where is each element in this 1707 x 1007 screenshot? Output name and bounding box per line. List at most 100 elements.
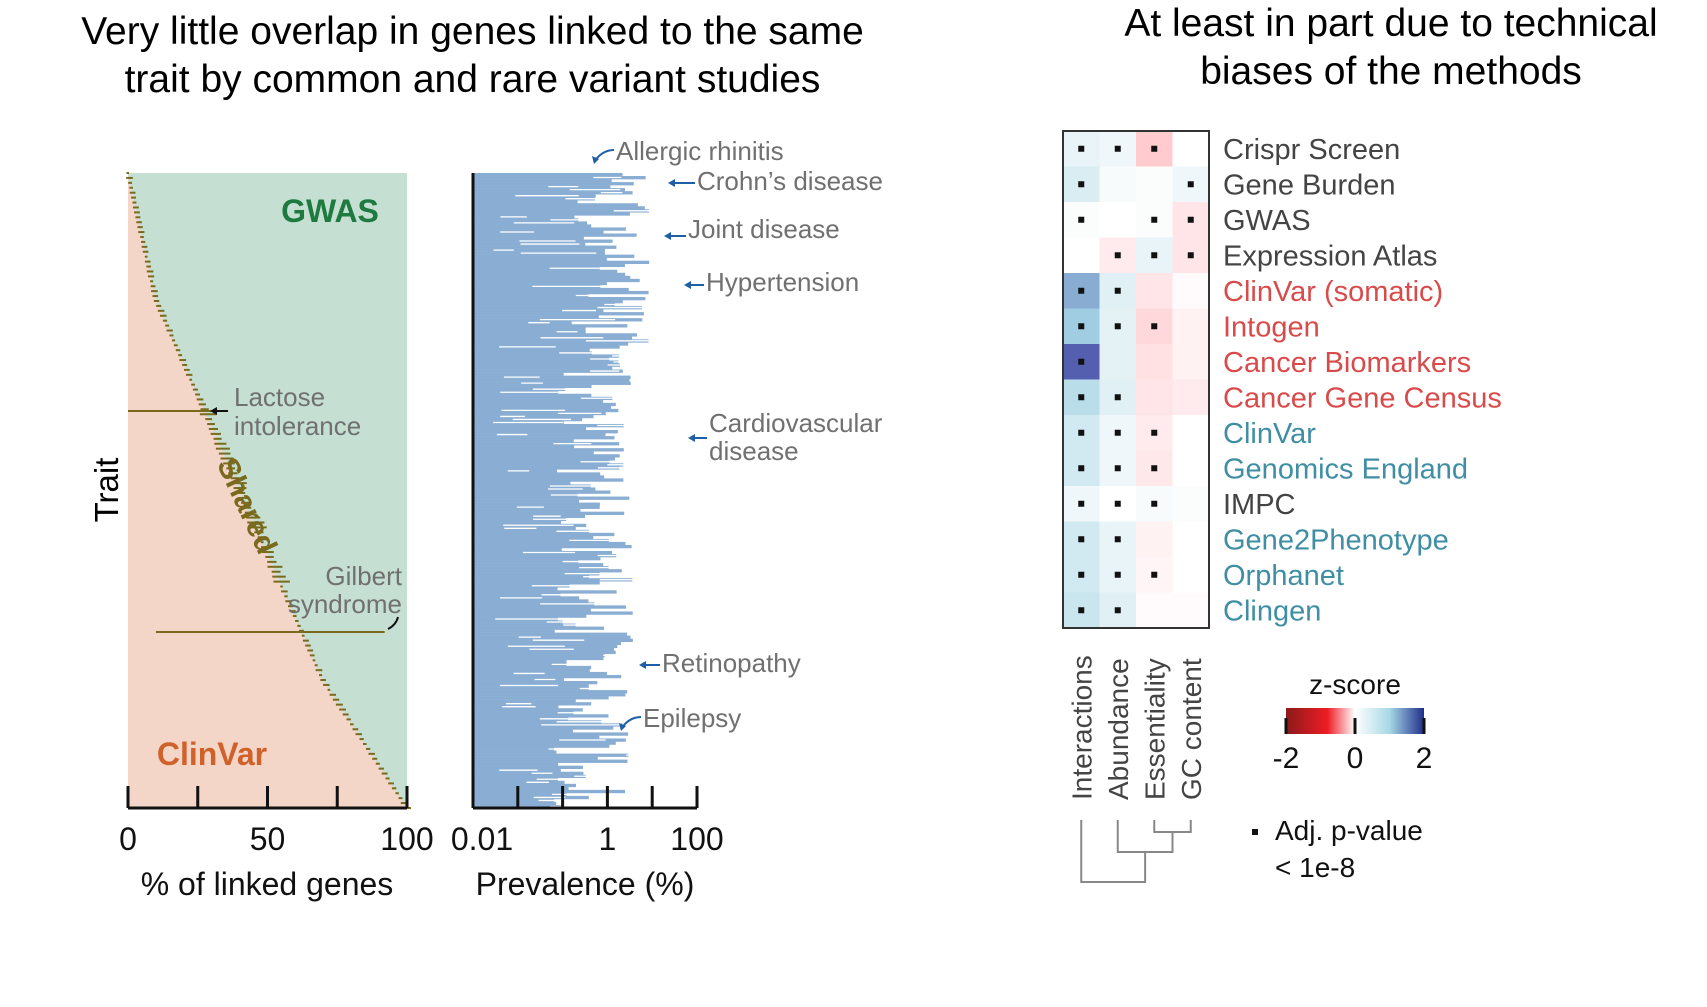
prevalence-bar: [473, 738, 626, 742]
heatmap-cell: [1172, 379, 1210, 416]
significance-marker: [1114, 465, 1121, 472]
significance-marker: [1078, 429, 1085, 436]
heatmap-cell: [1136, 592, 1173, 629]
heatmap-cell: [1099, 344, 1137, 380]
prevalence-bar: [473, 499, 580, 503]
prevalence-bar: [473, 176, 646, 180]
x-tick-label: 100: [670, 821, 723, 857]
heatmap-cell: [1136, 273, 1173, 309]
prevalence-bar: [473, 293, 589, 298]
prevalence-bar: [473, 714, 609, 718]
significance-marker: [1078, 323, 1085, 330]
prevalence-bar: [473, 399, 604, 404]
annotation-arrow-head: [684, 281, 691, 289]
prevalence-bar: [473, 348, 590, 352]
significance-marker: [1151, 145, 1158, 152]
prevalence-bar: [473, 430, 618, 434]
column-dendrogram: [1080, 820, 1192, 883]
prevalence-bar: [473, 263, 625, 268]
significance-marker: [1078, 536, 1085, 543]
heatmap-cell: [1172, 273, 1210, 309]
prevalence-bar: [473, 342, 629, 346]
prevalence-bar: [473, 218, 579, 222]
prevalence-chart: 0.01 1 100 Prevalence (%) Allergic rhiniti…: [451, 136, 883, 902]
prevalence-bar: [473, 777, 558, 782]
significance-marker: [1114, 287, 1121, 294]
colorbar-tick-label: 2: [1416, 742, 1433, 775]
significance-marker: [1151, 429, 1158, 436]
prevalence-bar: [473, 357, 610, 361]
significance-marker: [1114, 571, 1121, 578]
significance-marker: [1151, 252, 1158, 259]
prevalence-bar: [473, 300, 623, 304]
prevalence-bar: [473, 508, 581, 512]
prevalence-bar: [473, 339, 649, 343]
heatmap-border: [1062, 130, 1210, 629]
heatmap-cell: [1099, 202, 1137, 238]
prevalence-bar: [473, 614, 587, 618]
annotation-label: Retinopathy: [662, 648, 801, 678]
prevalence-bar: [473, 230, 604, 234]
prevalence-bar: [473, 789, 626, 794]
prevalence-bar: [473, 780, 565, 785]
prevalence-bar: [473, 560, 579, 564]
prevalence-bar: [473, 635, 631, 639]
prevalence-bar: [473, 254, 635, 258]
significance-marker: [1114, 323, 1121, 330]
prevalence-bar: [473, 436, 615, 440]
significance-marker: [1078, 145, 1085, 152]
x-tick-label: 1: [599, 821, 617, 857]
annotation-label: Joint disease: [688, 214, 840, 244]
heatmap-cell: [1172, 131, 1210, 167]
prevalence-bar: [473, 245, 617, 249]
annotation-label: Cardiovascular: [709, 408, 883, 438]
prevalence-bar: [473, 732, 629, 736]
heatmap-row-label: GWAS: [1223, 205, 1311, 237]
prevalence-bar: [473, 569, 622, 573]
prevalence-bar: [473, 330, 586, 334]
significance-marker: [1114, 500, 1121, 507]
prevalence-bar: [473, 275, 631, 280]
prevalence-bar: [473, 433, 606, 437]
prevalence-bar: [473, 720, 602, 724]
prevalence-bar: [473, 466, 620, 470]
clinvar-region: [128, 173, 407, 808]
prevalence-bar: [473, 668, 590, 673]
x-tick-label: 100: [380, 821, 433, 857]
prevalence-bar: [473, 538, 609, 543]
x-axis-label-prevalence: Prevalence (%): [476, 866, 695, 902]
heatmap-column-label: Abundance: [1103, 658, 1134, 800]
prevalence-bar: [473, 185, 611, 189]
prevalence-bar: [473, 544, 632, 549]
prevalence-bar: [473, 321, 572, 325]
prevalence-bar: [473, 439, 574, 443]
prevalence-bar: [473, 786, 569, 791]
prevalence-bar: [473, 554, 617, 558]
prevalence-bar: [473, 608, 591, 612]
prevalence-bar: [473, 290, 649, 295]
prevalence-bar: [473, 427, 587, 431]
prevalence-bar: [473, 681, 598, 685]
colorbar-tick-label: 0: [1347, 742, 1364, 775]
prevalence-bar: [473, 620, 563, 624]
significance-marker: [1151, 216, 1158, 223]
prevalence-bar: [473, 753, 629, 757]
prevalence-bar: [473, 411, 606, 416]
annotation-label: disease: [709, 436, 799, 466]
prevalence-bar: [473, 396, 613, 401]
y-axis-label: Trait: [88, 458, 125, 523]
prevalence-bar: [473, 750, 557, 754]
dendrogram-branch: [1153, 820, 1192, 833]
annotation-label: Crohn’s disease: [697, 166, 883, 196]
heatmap-cell: [1172, 521, 1210, 558]
heatmap-cell: [1136, 521, 1173, 558]
prevalence-bar: [473, 312, 644, 316]
significance-legend-line2: < 1e-8: [1275, 852, 1355, 883]
prevalence-bars: [473, 173, 687, 809]
significance-marker: [1078, 607, 1085, 614]
heatmap-row-label: Gene Burden: [1223, 169, 1396, 201]
heatmap-row-label: Orphanet: [1223, 560, 1344, 592]
dendrogram-branch: [1116, 820, 1174, 853]
